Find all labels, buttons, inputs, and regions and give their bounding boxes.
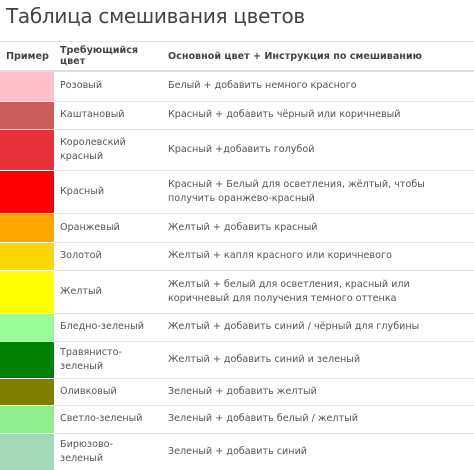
table-row: Золотой Желтый + капля красного или корич… xyxy=(0,241,474,270)
table-body: Розовый Белый + добавить немного красного… xyxy=(0,70,474,470)
mixing-instruction: Желтый + капля красного или коричневого xyxy=(162,241,474,270)
color-swatch xyxy=(0,70,54,101)
table-row: Розовый Белый + добавить немного красного xyxy=(0,70,474,101)
color-swatch xyxy=(0,269,54,313)
mixing-instruction: Желтый + белый для осветления, красный и… xyxy=(162,269,474,313)
color-swatch xyxy=(0,169,54,213)
mixing-instruction: Белый + добавить немного красного xyxy=(162,70,474,101)
header-row: Пример Требующийся цвет Основной цвет + … xyxy=(0,41,474,72)
color-swatch xyxy=(0,404,54,433)
table-row: Желтый Желтый + белый для осветления, кра… xyxy=(0,269,474,313)
mixing-instruction: Красный + Белый для осветления, жёлтый, … xyxy=(162,169,474,213)
table-row: Травянисто-зеленый Желтый + добавить сини… xyxy=(0,340,474,378)
header-cell: Основной цвет + Инструкция по смешиванию xyxy=(162,41,474,72)
title: Таблица смешивания цветов xyxy=(6,4,305,28)
color-name: Желтый xyxy=(54,269,162,313)
table-row: Королевский красный Красный +добавить гол… xyxy=(0,128,474,170)
color-name: Бледно-зеленый xyxy=(54,312,162,341)
table-row: Светло-зеленый Зеленый + добавить белый /… xyxy=(0,404,474,433)
color-name: Розовый xyxy=(54,70,162,101)
table-row: Красный Красный + Белый для осветления, ж… xyxy=(0,169,474,213)
color-swatch xyxy=(0,340,54,378)
mixing-instruction: Желтый + добавить синий и зеленый xyxy=(162,340,474,378)
color-name: Каштановый xyxy=(54,100,162,129)
color-name: Оранжевый xyxy=(54,212,162,242)
header-cell: Требующийся цвет xyxy=(54,41,162,72)
color-swatch xyxy=(0,377,54,405)
color-name: Светло-зеленый xyxy=(54,404,162,433)
color-table: Пример Требующийся цвет Основной цвет + … xyxy=(0,41,474,470)
mixing-instruction: Зеленый + добавить синий xyxy=(162,432,474,470)
mixing-instruction: Красный + добавить чёрный или коричневый xyxy=(162,100,474,129)
color-name: Бирюзово-зеленый xyxy=(54,432,162,470)
color-name: Королевский красный xyxy=(54,128,162,170)
color-swatch xyxy=(0,432,54,470)
color-swatch xyxy=(0,312,54,341)
table-row: Оранжевый Желтый + добавить красный xyxy=(0,212,474,242)
color-name: Оливковый xyxy=(54,377,162,405)
mixing-instruction: Красный +добавить голубой xyxy=(162,128,474,170)
table-row: Бирюзово-зеленый Зеленый + добавить синий xyxy=(0,432,474,470)
mixing-instruction: Зеленый + добавить белый / желтый xyxy=(162,404,474,433)
color-swatch xyxy=(0,100,54,129)
color-swatch xyxy=(0,212,54,242)
color-name: Золотой xyxy=(54,241,162,270)
color-name: Красный xyxy=(54,169,162,213)
header-cell: Пример xyxy=(0,41,54,72)
mixing-instruction: Желтый + добавить синий / чёрный для глу… xyxy=(162,312,474,341)
color-swatch xyxy=(0,241,54,270)
color-swatch xyxy=(0,128,54,170)
color-name: Травянисто-зеленый xyxy=(54,340,162,378)
mixing-instruction: Зеленый + добавить желтый xyxy=(162,377,474,405)
page: Таблица смешивания цветов Пример Требующ… xyxy=(0,4,474,470)
table-row: Бледно-зеленый Желтый + добавить синий / … xyxy=(0,312,474,341)
table-row: Каштановый Красный + добавить чёрный или … xyxy=(0,100,474,129)
table-row: Оливковый Зеленый + добавить желтый xyxy=(0,377,474,405)
mixing-instruction: Желтый + добавить красный xyxy=(162,212,474,242)
